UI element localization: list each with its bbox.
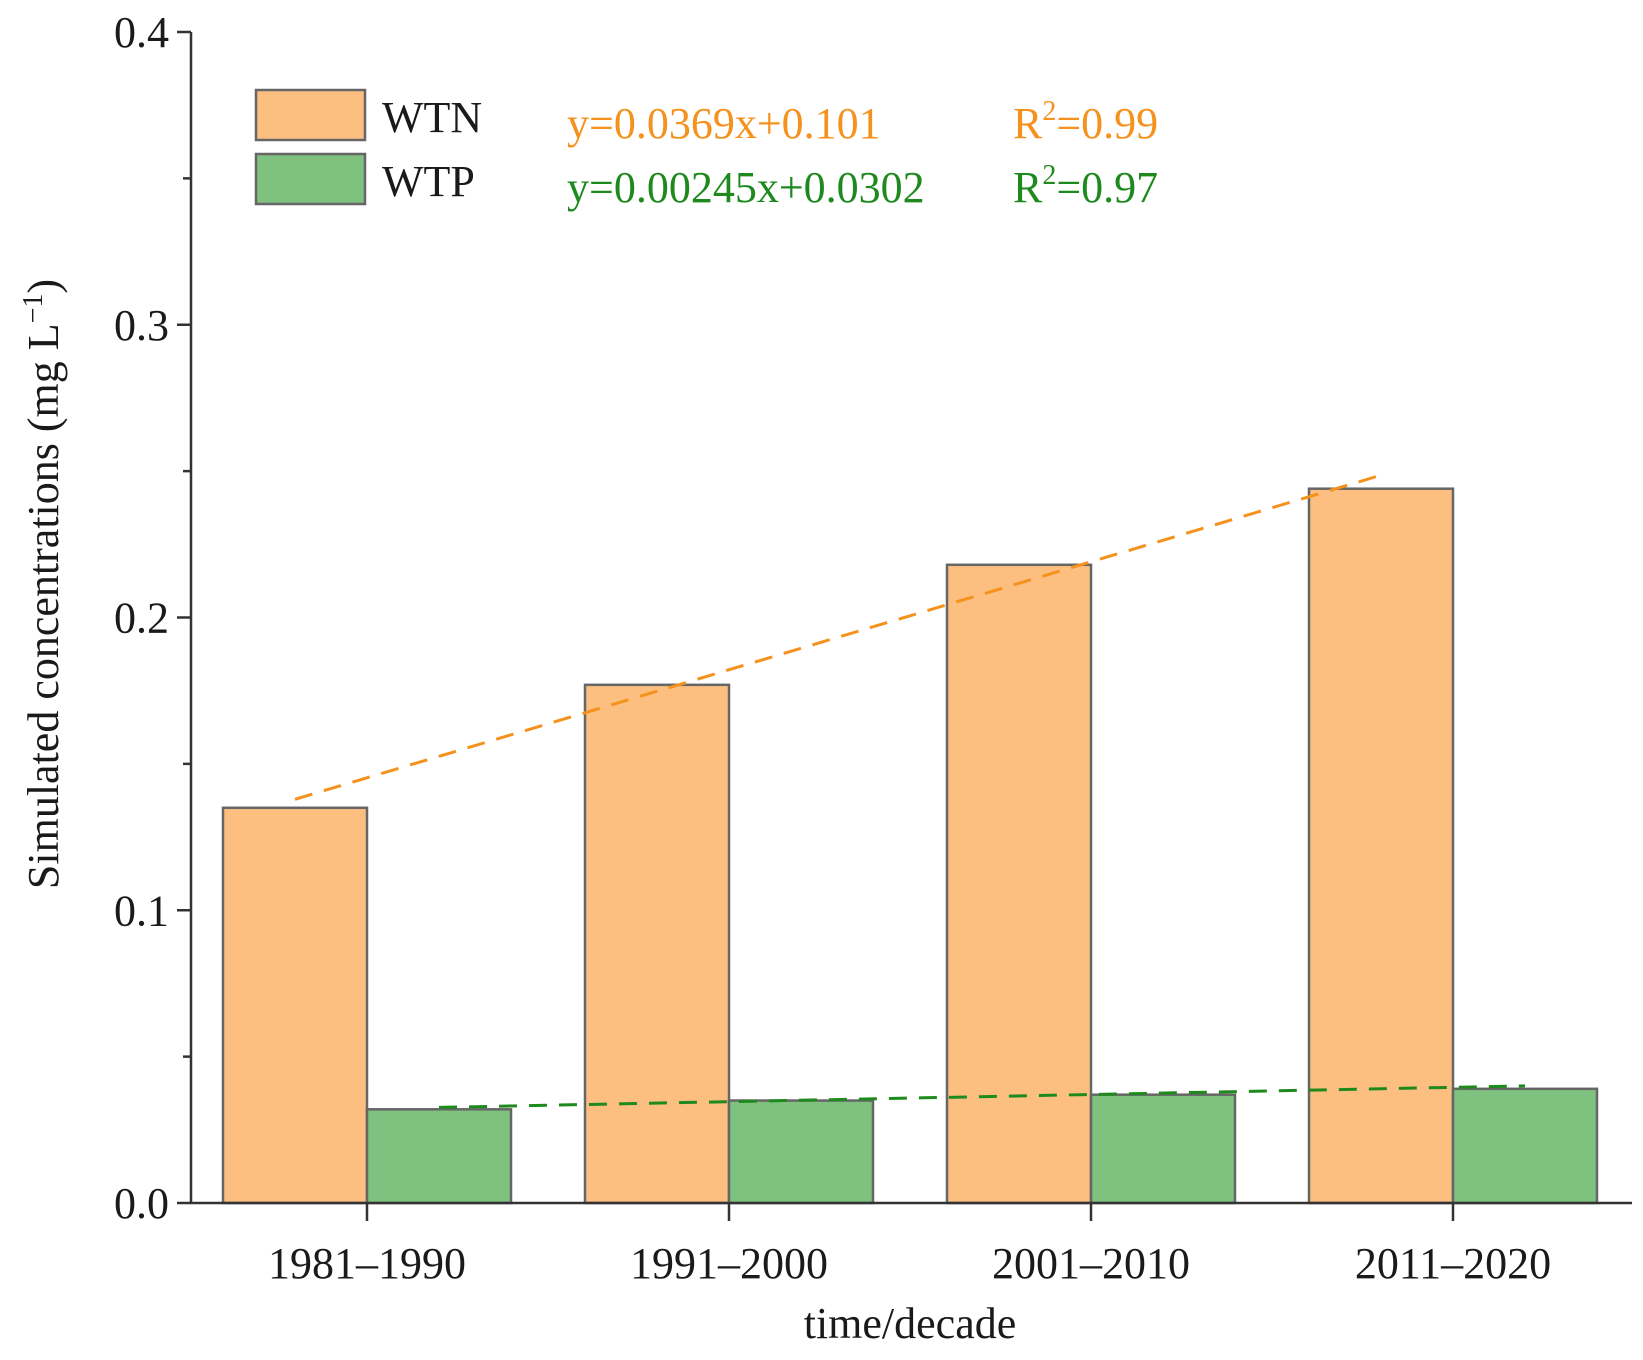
wtn-trend-r2: R2=0.99	[1013, 96, 1158, 148]
wtp-r2-value: =0.97	[1056, 163, 1158, 212]
y-axis-label: Simulated concentrations (mg L−1)	[18, 279, 68, 889]
y-axis-label-sup: −1	[18, 294, 49, 324]
trendline-wtp	[438, 1084, 1526, 1109]
wtn-r2-value: =0.99	[1056, 99, 1158, 148]
y-tick-label: 0.1	[114, 886, 169, 935]
legend-label-wtp: WTP	[382, 157, 475, 206]
legend-label-wtn: WTN	[382, 93, 482, 142]
bar-wtn-4	[1307, 487, 1455, 1205]
wtn-trend-equation: y=0.0369x+0.101	[567, 99, 881, 148]
bar-wtp-4	[1451, 1087, 1599, 1205]
bar-wtn-3	[945, 563, 1093, 1205]
x-tick-label: 1981–1990	[268, 1239, 466, 1288]
bars-layer	[221, 487, 1599, 1205]
x-axis-label: time/decade	[804, 1299, 1017, 1348]
y-ticks: 0.0 0.1 0.2 0.3 0.4	[114, 8, 191, 1228]
bar-wtn-1	[221, 806, 369, 1205]
wtp-trend-r2: R2=0.97	[1013, 160, 1158, 212]
y-tick-label: 0.0	[114, 1179, 169, 1228]
wtn-r2-prefix: R	[1013, 99, 1043, 148]
wtp-r2-sup: 2	[1042, 160, 1056, 191]
x-tick-label: 1991–2000	[630, 1239, 828, 1288]
legend-swatch-wtn	[254, 88, 367, 142]
wtp-r2-prefix: R	[1013, 163, 1043, 212]
bar-wtp-2	[727, 1099, 875, 1205]
x-tick-label: 2011–2020	[1355, 1239, 1551, 1288]
x-ticks: 1981–1990 1991–2000 2001–2010 2011–2020	[268, 1203, 1551, 1288]
y-tick-label: 0.4	[114, 8, 169, 57]
legend: WTN WTP	[254, 88, 482, 206]
legend-swatch-wtp	[254, 152, 367, 206]
y-tick-label: 0.2	[114, 594, 169, 643]
y-axis-label-main: Simulated concentrations (mg L	[19, 323, 68, 889]
y-tick-label: 0.3	[114, 301, 169, 350]
wtn-r2-sup: 2	[1042, 96, 1056, 127]
bar-wtp-3	[1089, 1093, 1237, 1205]
trendlines-layer	[294, 473, 1526, 1109]
y-axis-label-close: )	[19, 279, 68, 294]
wtp-trend-equation: y=0.00245x+0.0302	[567, 163, 925, 212]
x-tick-label: 2001–2010	[992, 1239, 1190, 1288]
bar-wtn-2	[583, 683, 731, 1205]
bar-wtp-1	[365, 1108, 513, 1205]
trendline-wtn	[294, 473, 1382, 801]
